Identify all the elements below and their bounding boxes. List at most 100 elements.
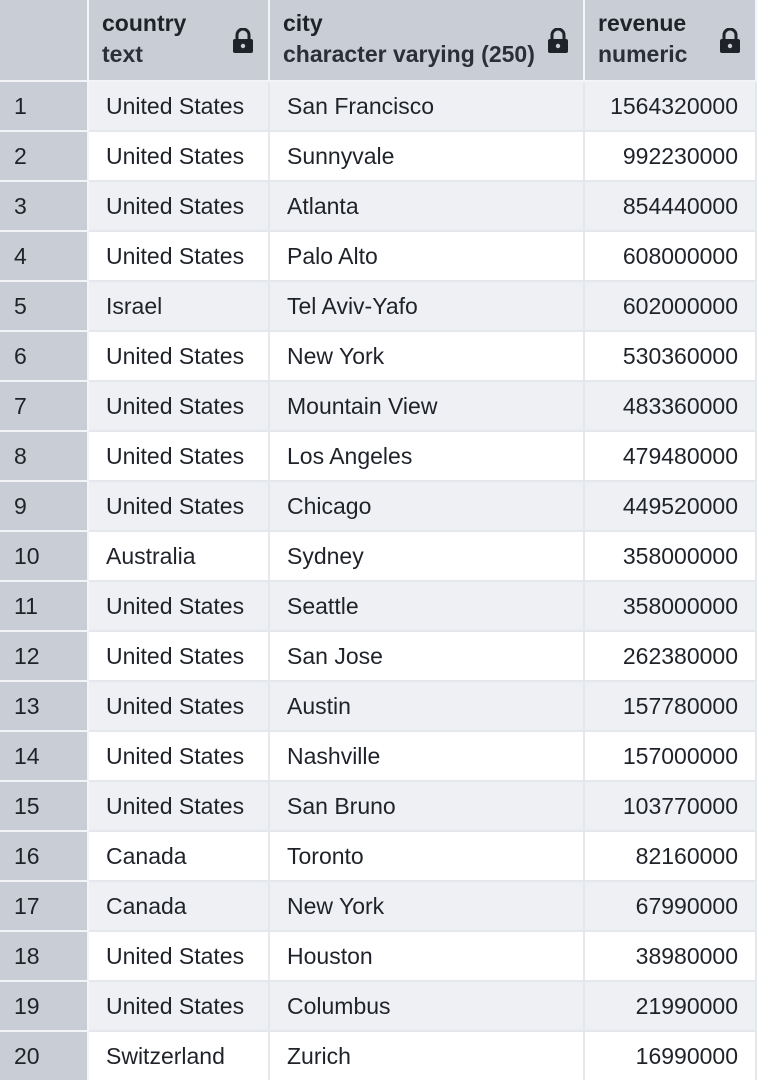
table-row[interactable]: 19 United States Columbus 21990000 <box>0 981 757 1032</box>
table-row[interactable]: 9 United States Chicago 449520000 <box>0 481 757 532</box>
row-number[interactable]: 6 <box>0 331 89 382</box>
cell-city[interactable]: Houston <box>269 931 585 982</box>
cell-country[interactable]: Canada <box>88 831 270 882</box>
cell-city[interactable]: San Jose <box>269 631 585 682</box>
cell-country[interactable]: United States <box>88 481 270 532</box>
table-row[interactable]: 16 Canada Toronto 82160000 <box>0 831 757 882</box>
cell-revenue[interactable]: 530360000 <box>584 331 757 382</box>
row-number[interactable]: 10 <box>0 531 89 582</box>
cell-country[interactable]: United States <box>88 131 270 182</box>
column-header-country[interactable]: country text <box>88 0 270 82</box>
cell-revenue[interactable]: 602000000 <box>584 281 757 332</box>
row-number[interactable]: 7 <box>0 381 89 432</box>
cell-revenue[interactable]: 608000000 <box>584 231 757 282</box>
cell-city[interactable]: Sydney <box>269 531 585 582</box>
cell-city[interactable]: Seattle <box>269 581 585 632</box>
cell-revenue[interactable]: 358000000 <box>584 531 757 582</box>
cell-city[interactable]: San Bruno <box>269 781 585 832</box>
cell-revenue[interactable]: 67990000 <box>584 881 757 932</box>
row-number[interactable]: 2 <box>0 131 89 182</box>
row-number[interactable]: 3 <box>0 181 89 232</box>
cell-country[interactable]: United States <box>88 581 270 632</box>
cell-revenue[interactable]: 157000000 <box>584 731 757 782</box>
cell-revenue[interactable]: 1564320000 <box>584 81 757 132</box>
cell-revenue[interactable]: 483360000 <box>584 381 757 432</box>
cell-country[interactable]: United States <box>88 681 270 732</box>
cell-city[interactable]: New York <box>269 331 585 382</box>
row-number-header[interactable] <box>0 0 89 82</box>
cell-revenue[interactable]: 479480000 <box>584 431 757 482</box>
cell-revenue[interactable]: 358000000 <box>584 581 757 632</box>
row-number[interactable]: 16 <box>0 831 89 882</box>
row-number[interactable]: 15 <box>0 781 89 832</box>
cell-country[interactable]: United States <box>88 981 270 1032</box>
cell-city[interactable]: Nashville <box>269 731 585 782</box>
cell-country[interactable]: United States <box>88 231 270 282</box>
cell-city[interactable]: Tel Aviv-Yafo <box>269 281 585 332</box>
table-row[interactable]: 13 United States Austin 157780000 <box>0 681 757 732</box>
table-row[interactable]: 10 Australia Sydney 358000000 <box>0 531 757 582</box>
table-row[interactable]: 11 United States Seattle 358000000 <box>0 581 757 632</box>
table-row[interactable]: 2 United States Sunnyvale 992230000 <box>0 131 757 182</box>
table-row[interactable]: 4 United States Palo Alto 608000000 <box>0 231 757 282</box>
table-row[interactable]: 3 United States Atlanta 854440000 <box>0 181 757 232</box>
cell-revenue[interactable]: 82160000 <box>584 831 757 882</box>
row-number[interactable]: 9 <box>0 481 89 532</box>
row-number[interactable]: 14 <box>0 731 89 782</box>
row-number[interactable]: 19 <box>0 981 89 1032</box>
row-number[interactable]: 12 <box>0 631 89 682</box>
table-row[interactable]: 8 United States Los Angeles 479480000 <box>0 431 757 482</box>
row-number[interactable]: 5 <box>0 281 89 332</box>
cell-country[interactable]: United States <box>88 931 270 982</box>
cell-city[interactable]: Palo Alto <box>269 231 585 282</box>
cell-country[interactable]: Canada <box>88 881 270 932</box>
table-row[interactable]: 14 United States Nashville 157000000 <box>0 731 757 782</box>
table-row[interactable]: 15 United States San Bruno 103770000 <box>0 781 757 832</box>
cell-city[interactable]: Columbus <box>269 981 585 1032</box>
row-number[interactable]: 8 <box>0 431 89 482</box>
row-number[interactable]: 1 <box>0 81 89 132</box>
cell-revenue[interactable]: 854440000 <box>584 181 757 232</box>
row-number[interactable]: 13 <box>0 681 89 732</box>
table-row[interactable]: 20 Switzerland Zurich 16990000 <box>0 1031 757 1082</box>
cell-city[interactable]: Austin <box>269 681 585 732</box>
cell-country[interactable]: Israel <box>88 281 270 332</box>
row-number[interactable]: 20 <box>0 1031 89 1082</box>
cell-country[interactable]: Australia <box>88 531 270 582</box>
cell-country[interactable]: United States <box>88 331 270 382</box>
cell-country[interactable]: United States <box>88 431 270 482</box>
cell-city[interactable]: Sunnyvale <box>269 131 585 182</box>
cell-city[interactable]: Los Angeles <box>269 431 585 482</box>
cell-revenue[interactable]: 157780000 <box>584 681 757 732</box>
column-header-revenue[interactable]: revenue numeric <box>584 0 757 82</box>
cell-city[interactable]: Zurich <box>269 1031 585 1082</box>
cell-revenue[interactable]: 103770000 <box>584 781 757 832</box>
cell-revenue[interactable]: 449520000 <box>584 481 757 532</box>
table-row[interactable]: 5 Israel Tel Aviv-Yafo 602000000 <box>0 281 757 332</box>
cell-country[interactable]: United States <box>88 781 270 832</box>
cell-city[interactable]: Toronto <box>269 831 585 882</box>
cell-country[interactable]: United States <box>88 631 270 682</box>
cell-country[interactable]: United States <box>88 181 270 232</box>
cell-country[interactable]: Switzerland <box>88 1031 270 1082</box>
table-row[interactable]: 1 United States San Francisco 1564320000 <box>0 81 757 132</box>
cell-revenue[interactable]: 16990000 <box>584 1031 757 1082</box>
cell-revenue[interactable]: 262380000 <box>584 631 757 682</box>
cell-city[interactable]: Chicago <box>269 481 585 532</box>
cell-city[interactable]: Mountain View <box>269 381 585 432</box>
cell-country[interactable]: United States <box>88 381 270 432</box>
table-row[interactable]: 17 Canada New York 67990000 <box>0 881 757 932</box>
cell-city[interactable]: San Francisco <box>269 81 585 132</box>
cell-country[interactable]: United States <box>88 731 270 782</box>
row-number[interactable]: 11 <box>0 581 89 632</box>
cell-country[interactable]: United States <box>88 81 270 132</box>
cell-revenue[interactable]: 992230000 <box>584 131 757 182</box>
row-number[interactable]: 17 <box>0 881 89 932</box>
column-header-city[interactable]: city character varying (250) <box>269 0 585 82</box>
row-number[interactable]: 4 <box>0 231 89 282</box>
table-row[interactable]: 18 United States Houston 38980000 <box>0 931 757 982</box>
table-row[interactable]: 7 United States Mountain View 483360000 <box>0 381 757 432</box>
table-row[interactable]: 12 United States San Jose 262380000 <box>0 631 757 682</box>
cell-revenue[interactable]: 38980000 <box>584 931 757 982</box>
cell-city[interactable]: Atlanta <box>269 181 585 232</box>
